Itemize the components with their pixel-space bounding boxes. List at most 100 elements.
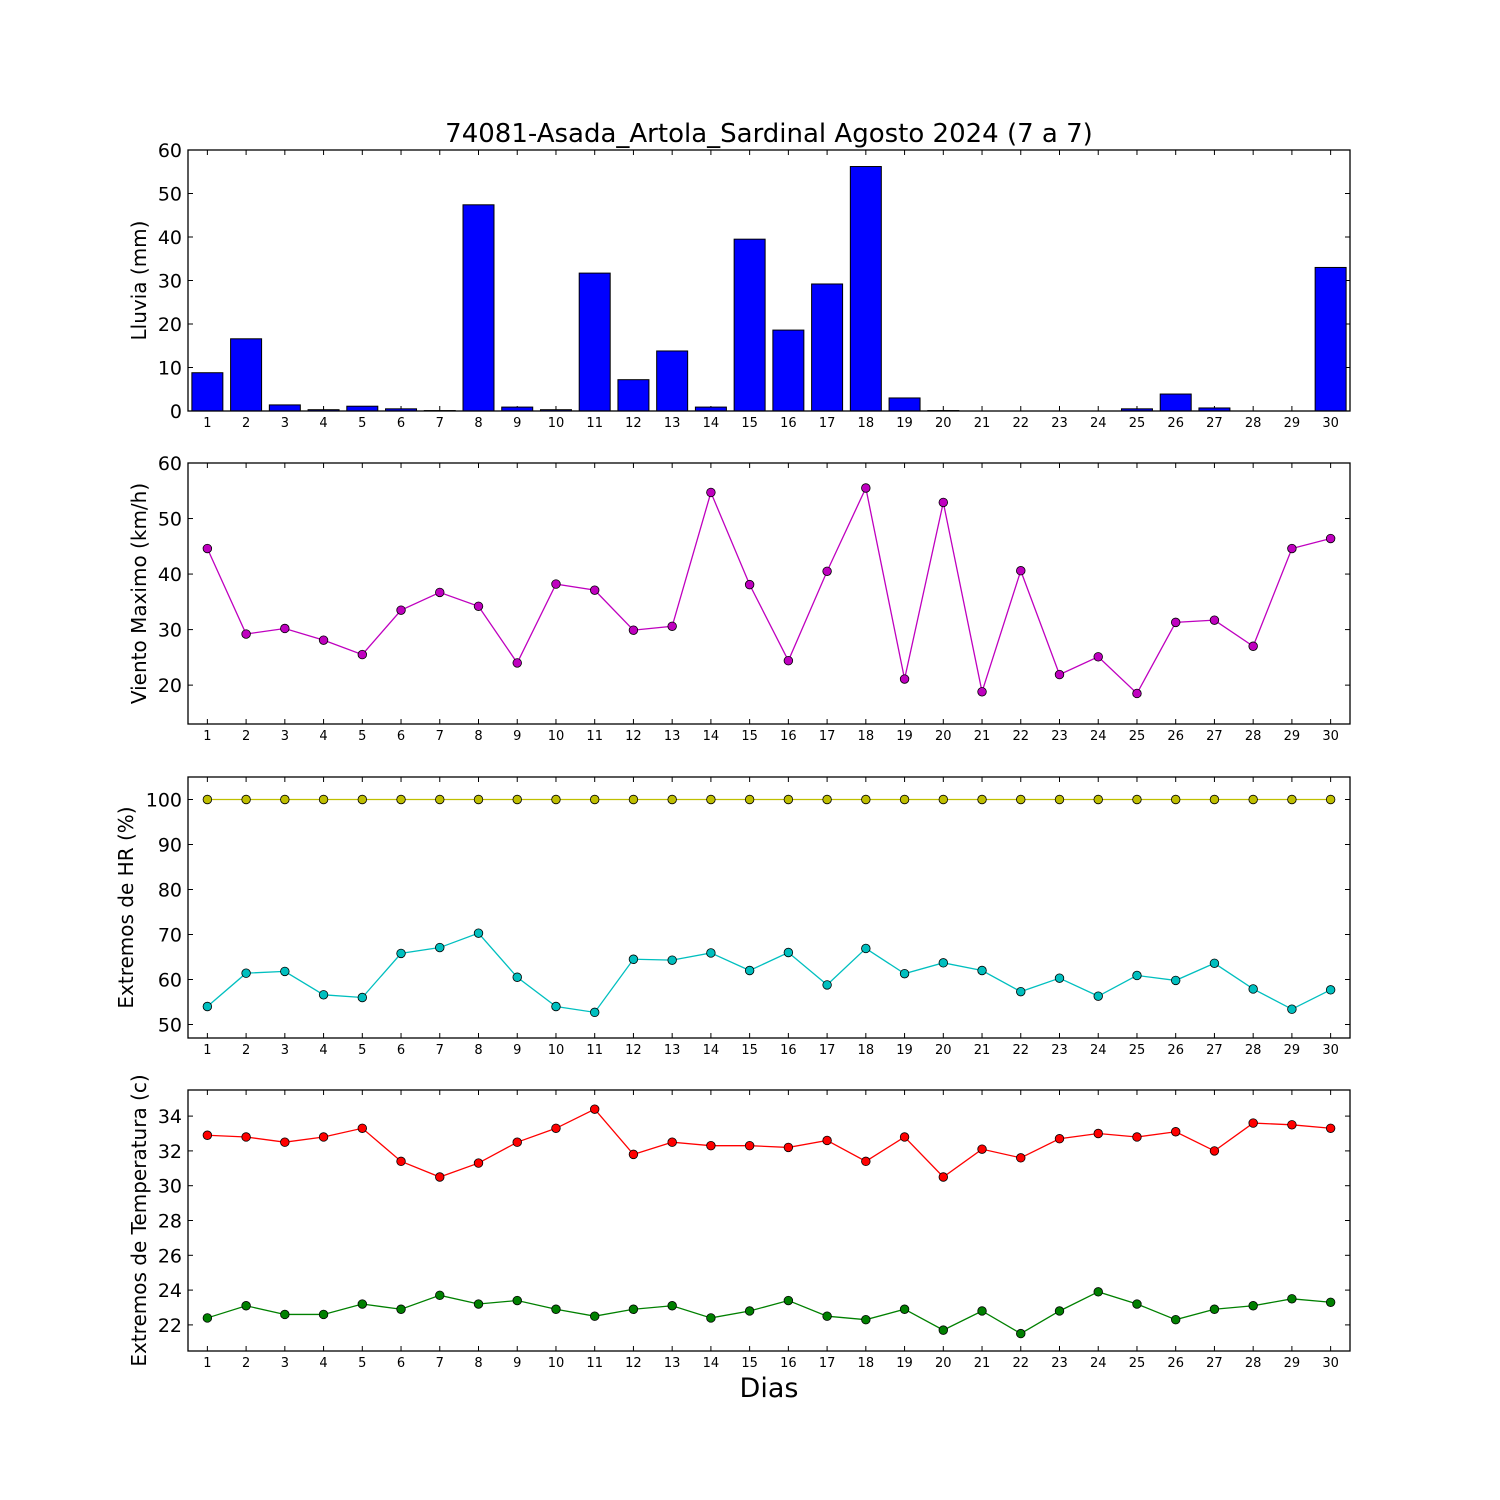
- data-point: [202, 543, 213, 554]
- data-point: [1054, 1134, 1065, 1144]
- series-line: [207, 1291, 1331, 1335]
- x-tick-label: 5: [358, 1043, 366, 1058]
- data-point: [1325, 1123, 1336, 1133]
- x-tick-label: 26: [1167, 1043, 1184, 1058]
- x-tick-label: 11: [586, 1356, 603, 1371]
- chart-title: 74081-Asada_Artola_Sardinal Agosto 2024 …: [445, 119, 1093, 149]
- data-point: [977, 687, 987, 697]
- x-tick-label: 8: [474, 1043, 482, 1058]
- x-tick-label: 29: [1284, 416, 1301, 431]
- x-tick-label: 28: [1245, 1043, 1262, 1058]
- y-tick-label: 60: [158, 453, 182, 475]
- x-tick-label: 4: [319, 1043, 327, 1058]
- data-point: [473, 1158, 484, 1168]
- data-point: [899, 794, 910, 805]
- x-tick-label: 28: [1245, 729, 1262, 744]
- x-tick-label: 10: [548, 1356, 565, 1371]
- x-tick-label: 17: [819, 1356, 836, 1371]
- data-point: [938, 1325, 949, 1335]
- data-point: [899, 1132, 910, 1142]
- data-point: [1170, 975, 1181, 986]
- data-point: [628, 625, 639, 635]
- data-point: [1325, 985, 1336, 995]
- data-point: [202, 794, 213, 805]
- y-tick-label: 30: [158, 620, 182, 642]
- data-point: [357, 794, 368, 805]
- data-point: [1209, 1304, 1220, 1314]
- data-point: [822, 794, 832, 805]
- bar: [617, 379, 650, 412]
- x-tick-label: 30: [1322, 416, 1339, 431]
- x-tick-label: 23: [1051, 1043, 1068, 1058]
- data-point: [977, 1144, 987, 1154]
- x-tick-label: 29: [1284, 1356, 1301, 1371]
- data-point: [628, 1149, 639, 1160]
- data-point: [899, 674, 910, 684]
- data-point: [861, 1314, 871, 1325]
- data-point: [590, 1311, 600, 1321]
- data-point: [667, 955, 677, 965]
- data-point: [744, 1140, 755, 1151]
- data-point: [744, 965, 755, 976]
- x-tick-label: 18: [858, 1043, 875, 1058]
- data-point: [783, 655, 794, 666]
- x-tick-label: 27: [1206, 416, 1223, 431]
- x-tick-label: 15: [741, 729, 758, 744]
- y-tick-label: 26: [158, 1245, 182, 1267]
- data-point: [435, 942, 445, 953]
- data-point: [783, 794, 794, 805]
- data-point: [1054, 669, 1065, 680]
- x-tick-label: 13: [664, 1356, 681, 1371]
- data-point: [861, 483, 871, 493]
- x-tick-label: 2: [242, 416, 250, 431]
- y-tick-label: 40: [158, 227, 182, 249]
- data-point: [822, 1311, 832, 1321]
- x-tick-label: 14: [703, 729, 720, 744]
- data-point: [1209, 794, 1220, 805]
- y-axis-label-viento: Viento Maximo (km/h): [127, 483, 151, 704]
- y-tick-label: 50: [158, 184, 182, 206]
- bar: [578, 272, 611, 412]
- x-tick-label: 24: [1090, 729, 1107, 744]
- data-point: [590, 585, 600, 595]
- x-tick-label: 28: [1245, 1356, 1262, 1371]
- data-point: [783, 1142, 794, 1153]
- data-point: [396, 1156, 406, 1167]
- y-tick-label: 100: [146, 790, 182, 812]
- x-tick-label: 30: [1322, 1356, 1339, 1371]
- x-tick-label: 10: [548, 416, 565, 431]
- x-tick-label: 20: [935, 416, 952, 431]
- x-tick-label: 30: [1322, 1043, 1339, 1058]
- data-point: [1016, 566, 1026, 576]
- data-point: [1209, 615, 1220, 625]
- data-point: [318, 1309, 329, 1320]
- x-tick-label: 21: [974, 1356, 991, 1371]
- data-point: [1287, 794, 1297, 805]
- data-point: [590, 1007, 600, 1018]
- y-tick-label: 30: [158, 1176, 182, 1198]
- y-tick-label: 60: [158, 140, 182, 162]
- data-point: [899, 968, 910, 979]
- data-point: [899, 1304, 910, 1314]
- x-tick-label: 21: [974, 416, 991, 431]
- data-point: [1016, 794, 1026, 805]
- x-tick-label: 7: [436, 729, 444, 744]
- x-tick-label: 21: [974, 1043, 991, 1058]
- data-point: [473, 1299, 484, 1309]
- data-point: [435, 1290, 445, 1301]
- data-point: [822, 1135, 832, 1146]
- y-axis-label-temperatura: Extremos de Temperatura (c): [127, 1074, 151, 1366]
- data-point: [318, 635, 329, 645]
- data-point: [706, 948, 716, 958]
- x-tick-label: 25: [1129, 1043, 1146, 1058]
- data-point: [1093, 652, 1103, 662]
- series-line: [207, 1108, 1331, 1178]
- bar: [346, 405, 379, 412]
- data-point: [357, 1299, 368, 1309]
- data-point: [938, 958, 949, 968]
- x-tick-label: 19: [896, 1356, 913, 1371]
- x-tick-label: 28: [1245, 416, 1262, 431]
- data-point: [1248, 984, 1258, 994]
- x-tick-label: 26: [1167, 416, 1184, 431]
